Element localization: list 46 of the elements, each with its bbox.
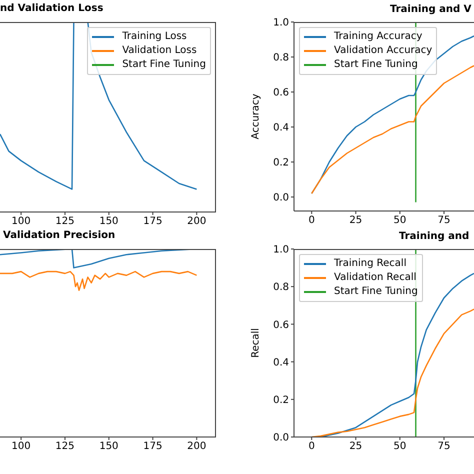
chart-title: Training and bbox=[399, 231, 470, 242]
legend-label: Validation Loss bbox=[122, 44, 197, 58]
y-tick-label: 0.0 bbox=[273, 432, 289, 444]
chart-title: nd Validation Loss bbox=[0, 3, 104, 14]
x-tick-label: 50 bbox=[394, 215, 406, 226]
y-tick-label: 0.2 bbox=[273, 158, 289, 169]
y-axis-title: Accuracy bbox=[250, 94, 262, 140]
y-tick-label: 0.8 bbox=[273, 52, 289, 64]
x-tick-label: 25 bbox=[349, 215, 362, 226]
chart-title: Training and V bbox=[390, 4, 472, 15]
y-tick-label: 0.0 bbox=[273, 192, 289, 204]
y-tick-label: 0.8 bbox=[273, 282, 289, 294]
x-tick-label: 0 bbox=[308, 441, 315, 452]
x-tick-label: 25 bbox=[349, 441, 362, 452]
x-tick-label: 100 bbox=[12, 441, 31, 452]
x-tick-label: 200 bbox=[187, 216, 206, 228]
legend-label: Validation Accuracy bbox=[334, 44, 432, 58]
legend-label: Start Fine Tuning bbox=[122, 58, 206, 72]
y-tick-label: 0.2 bbox=[273, 394, 289, 406]
x-tick-label: 150 bbox=[99, 216, 118, 228]
x-tick-label: 200 bbox=[187, 441, 206, 452]
y-axis-title: Recall bbox=[250, 328, 262, 358]
y-tick-label: 0.4 bbox=[273, 357, 289, 368]
legend-label: Training Accuracy bbox=[334, 30, 422, 44]
x-tick-label: 125 bbox=[55, 216, 75, 228]
chart-title: Validation Precision bbox=[3, 230, 116, 241]
x-tick-label: 125 bbox=[55, 441, 75, 452]
y-tick-label: 0.6 bbox=[273, 320, 289, 331]
legend-label: Start Fine Tuning bbox=[334, 58, 418, 72]
x-tick-label: 175 bbox=[143, 441, 162, 452]
x-tick-label: 75 bbox=[438, 215, 450, 226]
x-tick-label: 0 bbox=[308, 215, 315, 226]
x-tick-label: 100 bbox=[12, 216, 31, 228]
legend-label: Training Loss bbox=[122, 30, 187, 44]
legend-label: Start Fine Tuning bbox=[334, 285, 418, 299]
legend-label: Validation Recall bbox=[334, 271, 416, 285]
line-series bbox=[310, 308, 474, 437]
y-tick-label: 1.0 bbox=[273, 244, 289, 256]
y-tick-label: 0.4 bbox=[273, 122, 289, 134]
x-tick-label: 75 bbox=[438, 441, 450, 452]
legend-label: Training Recall bbox=[334, 257, 406, 271]
x-tick-label: 150 bbox=[99, 441, 118, 452]
x-tick-label: 175 bbox=[143, 216, 162, 228]
x-tick-label: 50 bbox=[394, 441, 406, 452]
y-tick-label: 1.0 bbox=[273, 18, 289, 29]
y-tick-label: 0.6 bbox=[273, 88, 289, 99]
